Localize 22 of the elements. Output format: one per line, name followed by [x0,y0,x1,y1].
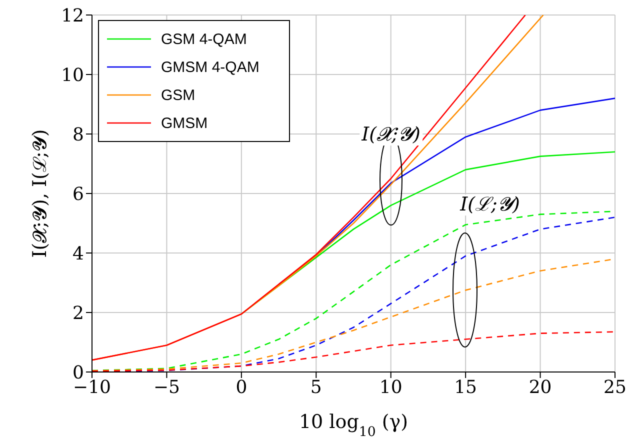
legend-label: GSM 4-QAM [161,30,248,48]
legend-label: GMSM [161,114,209,132]
y-tick-label: 6 [72,184,84,205]
x-tick-label: 5 [310,376,322,398]
annotation: I(ℒ;𝓨) [458,194,522,216]
x-tick-label: 0 [236,376,248,398]
x-tick-label: 10 [379,376,402,398]
y-tick-label: 12 [61,5,84,26]
y-tick-label: 10 [61,64,84,86]
y-axis-title: I(𝓧;𝓨), I(ℒ;𝓨) [29,129,51,258]
y-tick-label: 2 [72,302,84,324]
y-tick-label: 0 [72,362,84,384]
x-tick-label: −5 [153,376,180,398]
legend-label: GSM [161,86,196,104]
legend-label: GMSM 4-QAM [161,58,260,76]
x-tick-label: 15 [454,376,478,398]
x-tick-label: 25 [604,376,626,398]
x-axis-title: 10 log$_{10}$(γ) [298,411,408,440]
annotation: I(𝓧;𝓨) [360,124,422,146]
y-tick-label: 8 [72,124,84,146]
x-tick-label: 20 [528,376,552,398]
y-tick-label: 4 [72,243,84,264]
